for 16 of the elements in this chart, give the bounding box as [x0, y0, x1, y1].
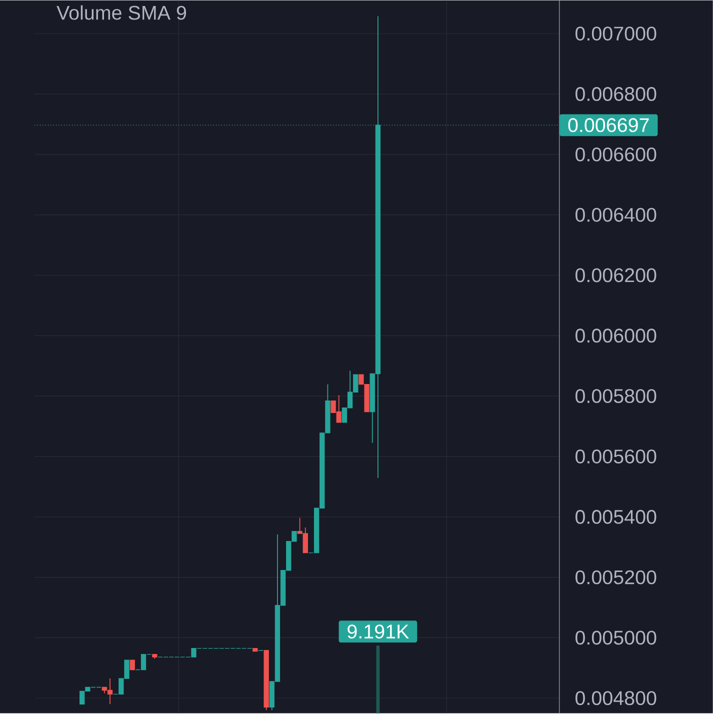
y-tick-label: 0.007000 — [576, 26, 656, 41]
y-tick-label: 0.005200 — [576, 570, 656, 584]
y-tick-label: 0.006800 — [576, 87, 656, 101]
annotation: Volume SMA 9 — [56, 5, 186, 20]
y-tick-label: 0.005000 — [576, 630, 656, 645]
y-tick-label: 0.005600 — [576, 450, 656, 464]
y-tick-label: 0.006200 — [576, 268, 656, 282]
ref-line-label: 0.006697 — [568, 118, 649, 132]
y-tick-label: 0.005400 — [576, 510, 656, 524]
y-tick-label: 0.006600 — [576, 147, 656, 162]
candlestick — [130, 660, 135, 670]
y-tick-label: 0.004800 — [576, 691, 656, 706]
y-tick-label: 0.006000 — [576, 328, 656, 343]
y-tick-label: 0.006400 — [576, 208, 656, 222]
y-tick-label: 0.005800 — [576, 389, 656, 404]
data-label: 9.191K — [348, 624, 410, 639]
